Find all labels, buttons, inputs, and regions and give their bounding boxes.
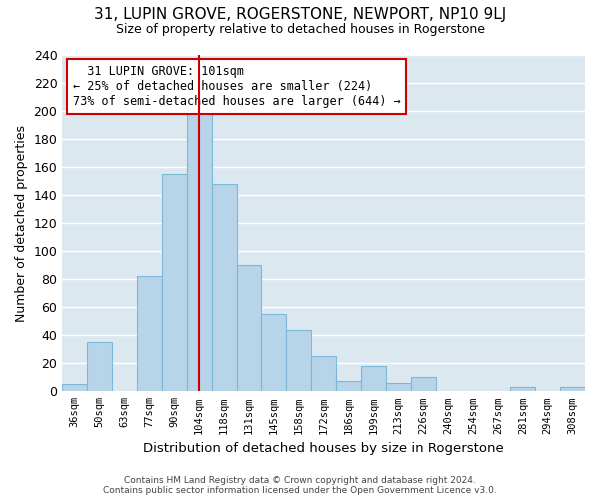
Bar — [411, 378, 436, 392]
Bar — [386, 383, 411, 392]
Bar — [511, 387, 535, 392]
Y-axis label: Number of detached properties: Number of detached properties — [15, 124, 28, 322]
Bar — [236, 265, 262, 392]
Bar — [87, 342, 112, 392]
Bar — [361, 366, 386, 392]
Bar — [137, 276, 162, 392]
Bar — [336, 382, 361, 392]
X-axis label: Distribution of detached houses by size in Rogerstone: Distribution of detached houses by size … — [143, 442, 504, 455]
Text: 31 LUPIN GROVE: 101sqm
← 25% of detached houses are smaller (224)
73% of semi-de: 31 LUPIN GROVE: 101sqm ← 25% of detached… — [73, 65, 400, 108]
Bar — [311, 356, 336, 392]
Bar — [62, 384, 87, 392]
Bar — [212, 184, 236, 392]
Bar — [560, 387, 585, 392]
Bar — [187, 111, 212, 392]
Bar — [162, 174, 187, 392]
Bar — [262, 314, 286, 392]
Text: Size of property relative to detached houses in Rogerstone: Size of property relative to detached ho… — [115, 22, 485, 36]
Text: Contains HM Land Registry data © Crown copyright and database right 2024.
Contai: Contains HM Land Registry data © Crown c… — [103, 476, 497, 495]
Text: 31, LUPIN GROVE, ROGERSTONE, NEWPORT, NP10 9LJ: 31, LUPIN GROVE, ROGERSTONE, NEWPORT, NP… — [94, 8, 506, 22]
Bar — [286, 330, 311, 392]
